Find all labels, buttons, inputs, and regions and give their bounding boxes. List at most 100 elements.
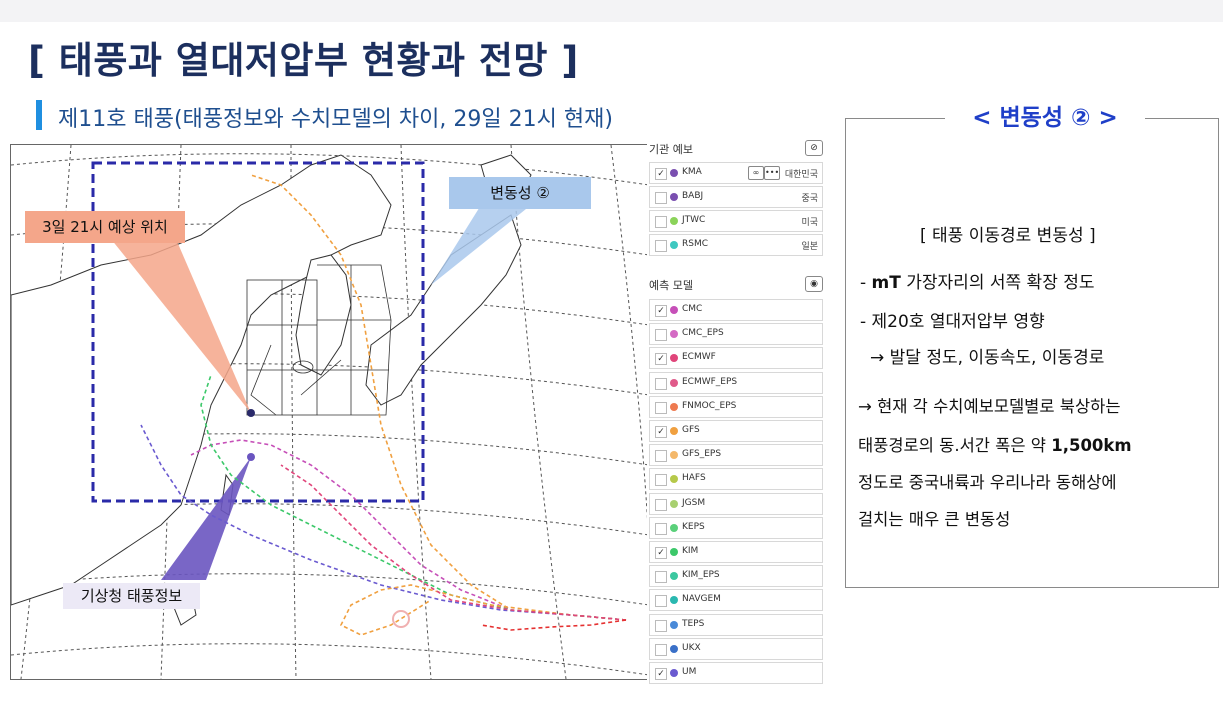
- model-name: TEPS: [682, 618, 705, 629]
- genesis-marker: [392, 610, 410, 628]
- variability-callout-wedge: [431, 205, 531, 285]
- agency-row-babj[interactable]: BABJ 중국: [649, 186, 823, 208]
- model-name: UM: [682, 667, 697, 677]
- model-color-dot: [670, 354, 678, 363]
- summary-para-2: 태풍경로의 동.서간 폭은 약 1,500km: [858, 436, 1132, 455]
- model-checkbox[interactable]: [655, 474, 667, 487]
- model-checkbox[interactable]: [655, 595, 667, 608]
- model-color-dot: [670, 402, 678, 411]
- model-color-dot: [670, 548, 678, 556]
- model-row-cmc-eps[interactable]: CMC_EPS: [649, 323, 823, 346]
- agency-row-kma[interactable]: ✓ KMA 대한민국 ∞ •••: [649, 162, 823, 184]
- eye-icon[interactable]: ◉: [805, 276, 823, 292]
- model-name: UKX: [682, 642, 701, 653]
- callout-variability-label: 변동성 ②: [449, 177, 591, 209]
- model-row-cmc[interactable]: ✓ CMC: [649, 299, 823, 321]
- agency-color-dot: [670, 241, 678, 249]
- model-checkbox[interactable]: [655, 498, 667, 511]
- model-checkbox[interactable]: [655, 571, 667, 584]
- model-checkbox[interactable]: [655, 619, 667, 632]
- model-color-dot: [670, 451, 678, 460]
- agency-country: 중국: [801, 194, 818, 204]
- model-name: GFS_EPS: [682, 449, 722, 460]
- model-color-dot: [670, 523, 678, 532]
- model-row-kim[interactable]: ✓ KIM: [649, 541, 823, 563]
- agency-name: KMA: [682, 167, 702, 177]
- model-name: FNMOC_EPS: [682, 400, 737, 411]
- model-row-fnmoc-eps[interactable]: FNMOC_EPS: [649, 395, 823, 418]
- callout-position-label: 3일 21시 예상 위치: [25, 211, 185, 243]
- model-checkbox[interactable]: ✓: [655, 668, 667, 680]
- agency-checkbox[interactable]: [655, 216, 667, 228]
- model-name: ECMWF: [682, 352, 716, 363]
- model-checkbox[interactable]: ✓: [655, 305, 667, 317]
- model-row-ecmwf[interactable]: ✓ ECMWF: [649, 347, 823, 370]
- agency-checkbox[interactable]: [655, 240, 667, 252]
- model-row-um[interactable]: ✓ UM: [649, 662, 823, 684]
- model-row-ecmwf-eps[interactable]: ECMWF_EPS: [649, 371, 823, 394]
- kma-callout-wedge: [161, 457, 251, 580]
- model-name: ECMWF_EPS: [682, 376, 738, 387]
- agency-row-rsmc[interactable]: RSMC 일본: [649, 234, 823, 256]
- summary-line-2: - 제20호 열대저압부 영향: [860, 312, 1045, 332]
- agency-name: RSMC: [682, 239, 709, 249]
- model-row-teps[interactable]: TEPS: [649, 613, 823, 636]
- model-name: KIM_EPS: [682, 570, 720, 581]
- more-icon[interactable]: •••: [764, 166, 780, 180]
- agency-color-dot: [670, 169, 678, 177]
- summary-line-3: → 발달 정도, 이동속도, 이동경로: [870, 348, 1105, 368]
- model-row-navgem[interactable]: NAVGEM: [649, 589, 823, 612]
- model-color-dot: [670, 427, 678, 435]
- model-checkbox[interactable]: [655, 643, 667, 656]
- callout-kma-label: 기상청 태풍정보: [63, 583, 200, 609]
- agency-country: 일본: [801, 242, 818, 252]
- model-row-hafs[interactable]: HAFS: [649, 468, 823, 491]
- model-checkbox[interactable]: ✓: [655, 426, 667, 438]
- model-checkbox[interactable]: ✓: [655, 547, 667, 559]
- model-checkbox[interactable]: [655, 450, 667, 463]
- model-name: NAVGEM: [682, 594, 721, 605]
- model-name: JGSM: [682, 497, 706, 508]
- model-row-jgsm[interactable]: JGSM: [649, 492, 823, 515]
- agency-checkbox[interactable]: [655, 192, 667, 204]
- model-color-dot: [670, 330, 678, 339]
- agency-checkbox[interactable]: ✓: [655, 168, 667, 180]
- page-title: [ 태풍과 열대저압부 현황과 전망 ]: [28, 39, 579, 82]
- model-row-keps[interactable]: KEPS: [649, 516, 823, 539]
- model-tracks: [140, 174, 627, 636]
- summary-title: < 변동성 ② >: [945, 100, 1145, 136]
- model-row-gfs-eps[interactable]: GFS_EPS: [649, 444, 823, 467]
- page-subtitle: 제11호 태풍(태풍정보와 수치모델의 차이, 29일 21시 현재): [58, 107, 613, 132]
- agency-color-dot: [670, 193, 678, 201]
- model-row-gfs[interactable]: ✓ GFS: [649, 420, 823, 442]
- summary-para-3: 정도로 중국내륙과 우리나라 동해상에: [858, 473, 1117, 492]
- model-name: GFS: [682, 425, 700, 435]
- model-checkbox[interactable]: [655, 401, 667, 414]
- model-row-kim-eps[interactable]: KIM_EPS: [649, 565, 823, 588]
- model-checkbox[interactable]: ✓: [655, 353, 667, 366]
- model-color-dot: [670, 475, 678, 484]
- variability-summary-box: [845, 118, 1219, 588]
- model-checkbox[interactable]: [655, 377, 667, 390]
- model-header: 예측 모델 ◉: [647, 273, 825, 297]
- model-color-dot: [670, 669, 678, 677]
- summary-para-1: → 현재 각 수치예보모델별로 북상하는: [858, 397, 1121, 416]
- eye-slash-icon[interactable]: ⊘: [805, 140, 823, 156]
- link-icon[interactable]: ∞: [748, 166, 764, 180]
- typhoon-track-map[interactable]: 3일 21시 예상 위치 변동성 ② 기상청 태풍정보: [10, 144, 650, 680]
- agency-country: 미국: [801, 218, 818, 228]
- model-color-dot: [670, 596, 678, 605]
- agency-color-dot: [670, 217, 678, 225]
- summary-para-4: 걸치는 매우 큰 변동성: [858, 510, 1011, 529]
- model-name: CMC: [682, 304, 703, 314]
- model-checkbox[interactable]: [655, 329, 667, 342]
- model-color-dot: [670, 572, 678, 581]
- model-color-dot: [670, 378, 678, 387]
- agency-row-jtwc[interactable]: JTWC 미국: [649, 210, 823, 232]
- highlight-box: [91, 161, 425, 503]
- model-name: KIM: [682, 546, 699, 556]
- model-row-ukx[interactable]: UKX: [649, 637, 823, 660]
- model-checkbox[interactable]: [655, 522, 667, 535]
- model-color-dot: [670, 499, 678, 508]
- agency-name: BABJ: [682, 191, 704, 201]
